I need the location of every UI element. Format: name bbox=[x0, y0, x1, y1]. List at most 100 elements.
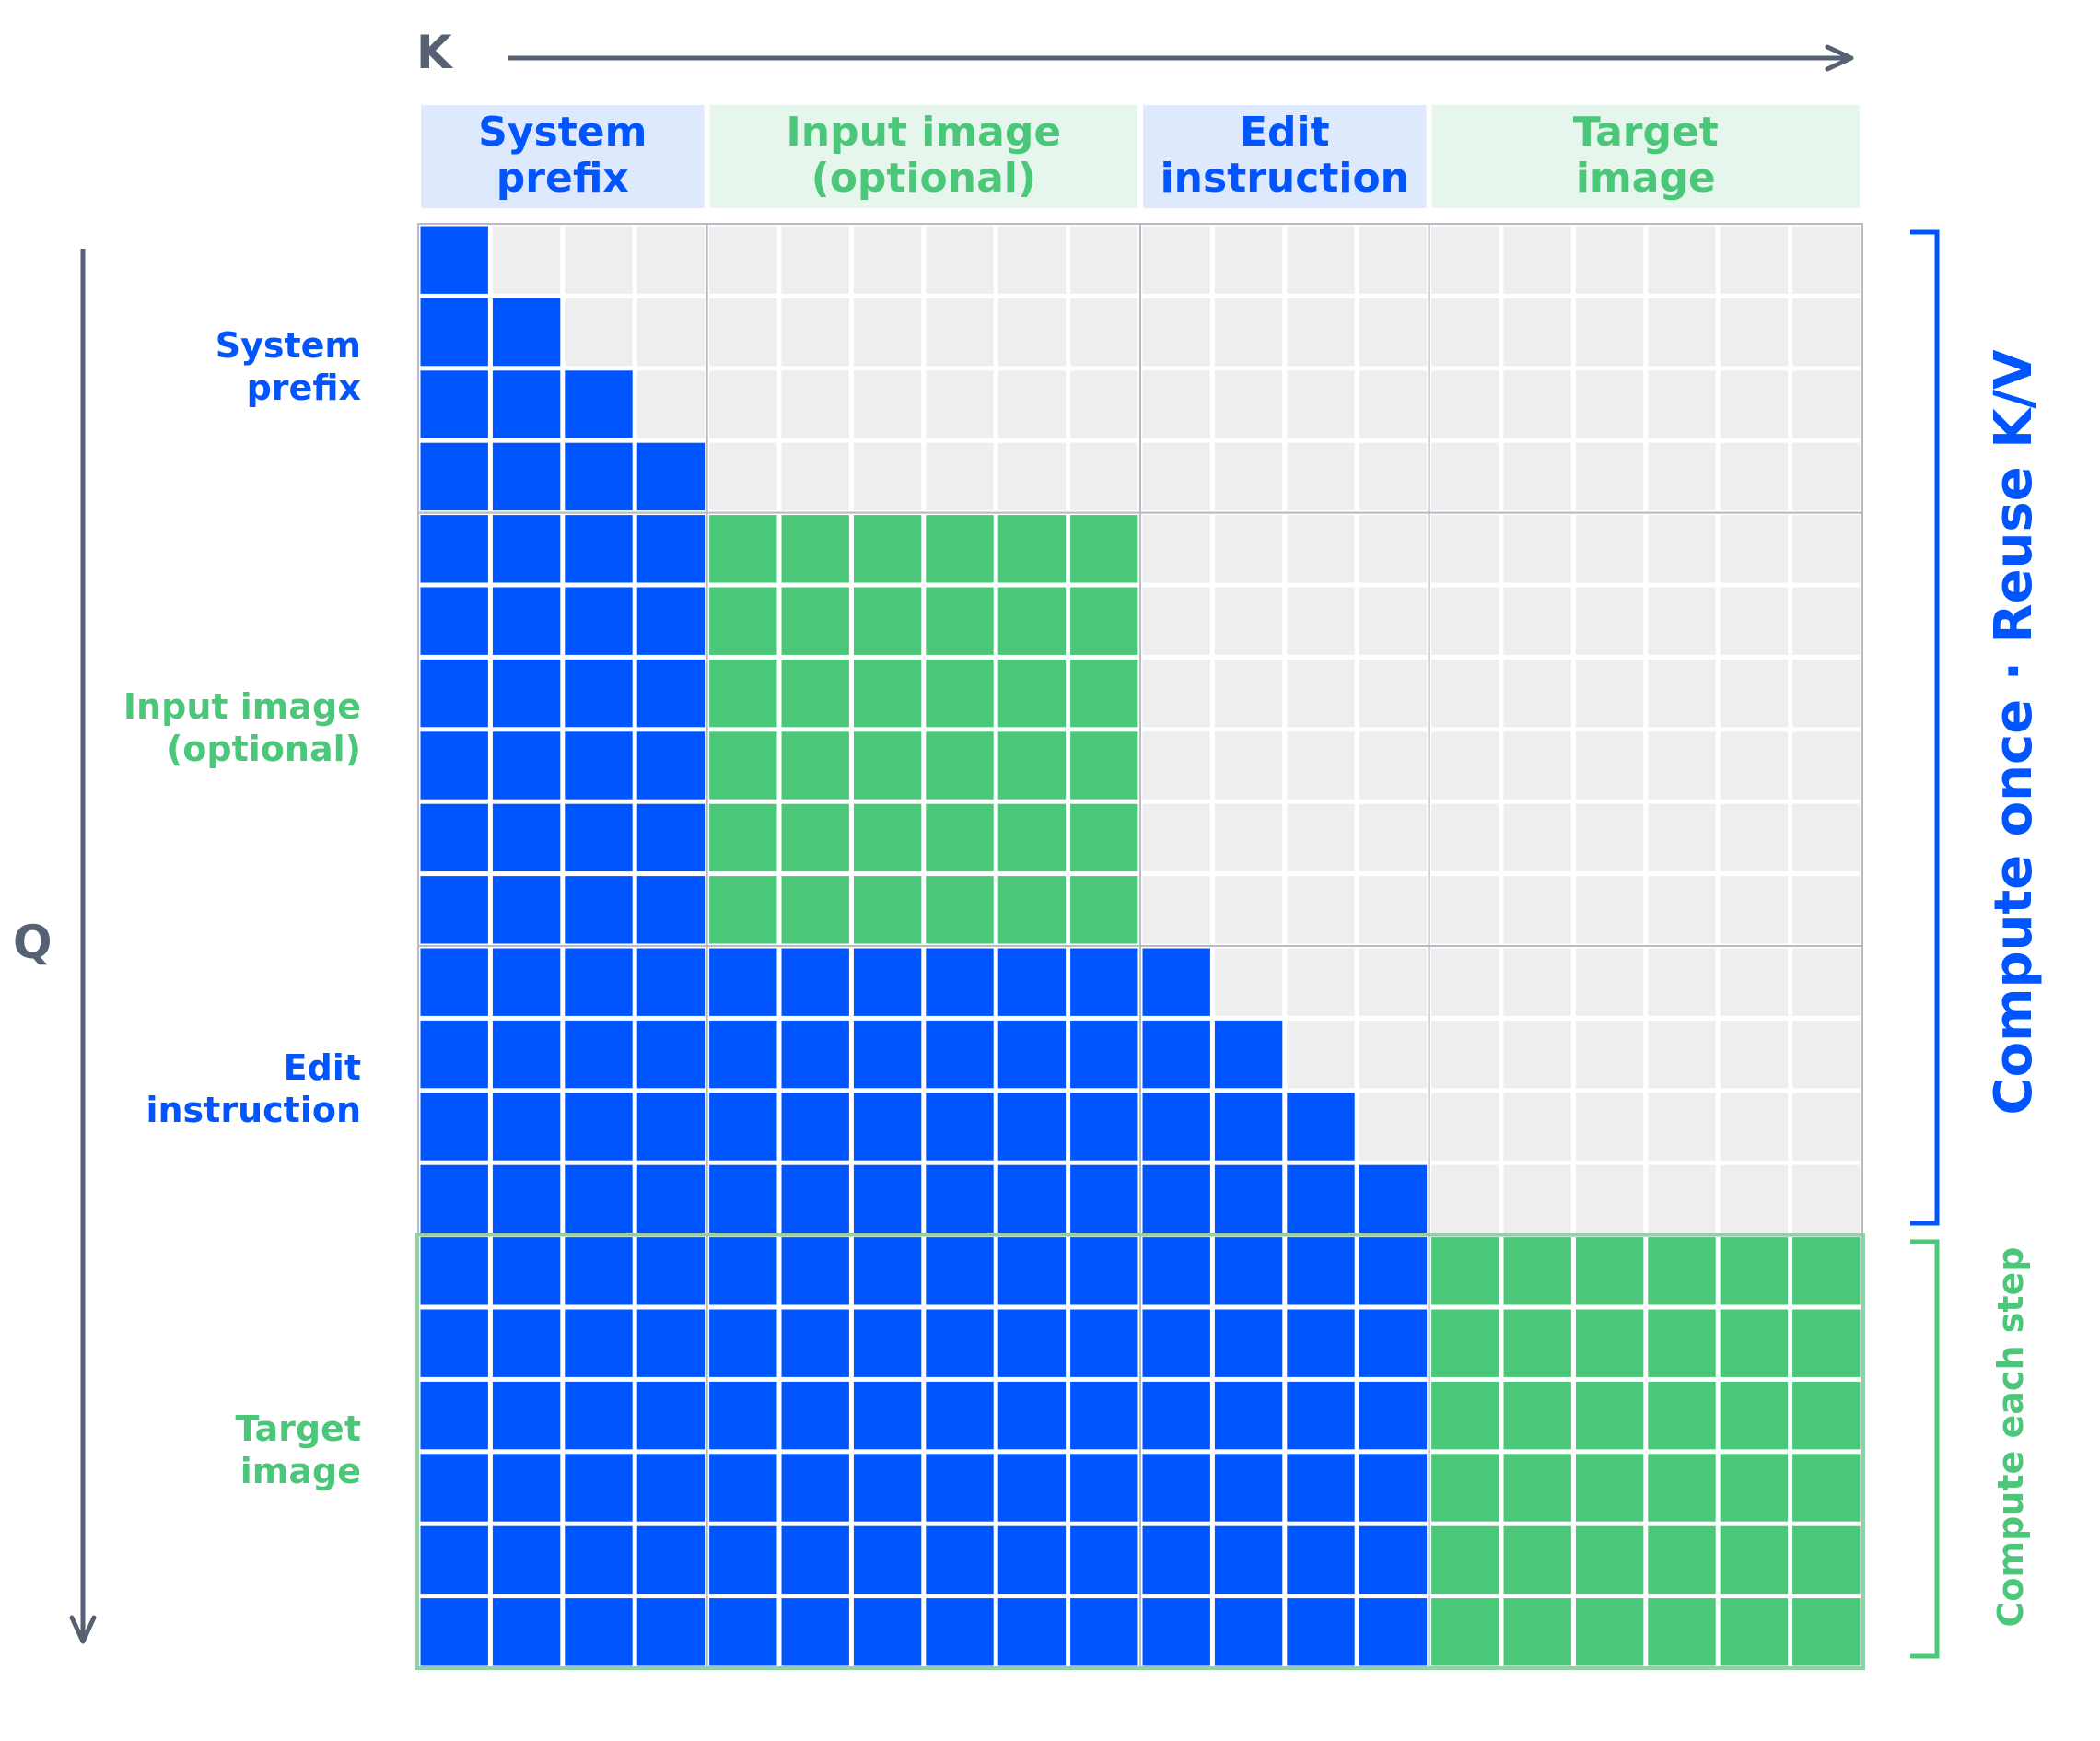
mask-cell bbox=[709, 659, 777, 728]
mask-cell bbox=[1142, 226, 1210, 294]
mask-cell bbox=[926, 370, 994, 438]
mask-cell bbox=[1287, 298, 1355, 367]
column-header-instruction bbox=[1143, 105, 1427, 208]
mask-cell bbox=[1359, 1020, 1428, 1089]
mask-cell bbox=[1575, 1381, 1644, 1450]
mask-cell bbox=[636, 1093, 706, 1161]
mask-cell bbox=[853, 948, 922, 1016]
mask-cell bbox=[1287, 1020, 1355, 1089]
mask-cell bbox=[1792, 298, 1861, 367]
mask-cell bbox=[565, 1454, 633, 1522]
mask-cell bbox=[1792, 1454, 1861, 1522]
mask-cell bbox=[781, 948, 849, 1016]
mask-cell bbox=[1503, 731, 1571, 800]
mask-cell bbox=[1142, 1454, 1210, 1522]
mask-cell bbox=[926, 876, 994, 944]
mask-cell bbox=[1431, 803, 1499, 872]
mask-cell bbox=[781, 298, 849, 367]
mask-cell bbox=[1142, 1237, 1210, 1305]
mask-cell bbox=[1214, 659, 1283, 728]
mask-cell bbox=[1431, 1381, 1499, 1450]
mask-cell bbox=[420, 876, 488, 944]
column-header-label-instruction: Edit instruction bbox=[1161, 109, 1409, 202]
mask-cell bbox=[1359, 587, 1428, 655]
k-axis-label: K bbox=[416, 26, 454, 79]
mask-cell bbox=[1648, 659, 1716, 728]
mask-cell bbox=[1142, 515, 1210, 583]
mask-cell bbox=[1070, 1309, 1138, 1377]
mask-cell bbox=[1431, 1309, 1499, 1377]
mask-cell bbox=[492, 803, 561, 872]
mask-cell bbox=[781, 1164, 849, 1233]
mask-cell bbox=[565, 1020, 633, 1089]
mask-cell bbox=[1575, 731, 1644, 800]
mask-cell bbox=[1142, 731, 1210, 800]
mask-cell bbox=[1503, 226, 1571, 294]
mask-cell bbox=[1792, 1381, 1861, 1450]
mask-cell bbox=[1648, 515, 1716, 583]
mask-cell bbox=[1070, 1164, 1138, 1233]
mask-cell bbox=[1070, 1454, 1138, 1522]
mask-cell bbox=[998, 1164, 1067, 1233]
mask-cell bbox=[1142, 298, 1210, 367]
mask-cell bbox=[420, 1525, 488, 1595]
mask-cell bbox=[709, 1237, 777, 1305]
mask-cell bbox=[565, 803, 633, 872]
mask-cell bbox=[420, 1164, 488, 1233]
mask-cell bbox=[1287, 1309, 1355, 1377]
mask-cell bbox=[565, 1525, 633, 1595]
mask-cell bbox=[998, 1598, 1067, 1666]
mask-cell bbox=[781, 803, 849, 872]
mask-cell bbox=[1792, 515, 1861, 583]
mask-cell bbox=[1142, 587, 1210, 655]
mask-cell bbox=[709, 1164, 777, 1233]
column-header-label-system: System prefix bbox=[478, 109, 647, 202]
mask-cell bbox=[1287, 731, 1355, 800]
mask-cell bbox=[1503, 1381, 1571, 1450]
mask-cell bbox=[420, 1309, 488, 1377]
mask-cell bbox=[1792, 876, 1861, 944]
column-header-label-target: Target image bbox=[1573, 109, 1719, 202]
mask-cell bbox=[853, 1237, 922, 1305]
mask-cell bbox=[926, 298, 994, 367]
mask-cell bbox=[926, 1454, 994, 1522]
mask-cell bbox=[1287, 948, 1355, 1016]
mask-cell bbox=[1792, 659, 1861, 728]
mask-cell bbox=[1720, 1093, 1789, 1161]
mask-cell bbox=[781, 226, 849, 294]
mask-cell bbox=[1214, 1164, 1283, 1233]
mask-cell bbox=[709, 731, 777, 800]
mask-cell bbox=[636, 803, 706, 872]
mask-cell bbox=[565, 1164, 633, 1233]
mask-cell bbox=[1431, 1525, 1499, 1595]
mask-cell bbox=[998, 1020, 1067, 1089]
mask-cell bbox=[1720, 226, 1789, 294]
mask-cell bbox=[492, 515, 561, 583]
mask-cell bbox=[492, 226, 561, 294]
mask-cell bbox=[1287, 1093, 1355, 1161]
mask-cell bbox=[998, 1381, 1067, 1450]
mask-cell bbox=[709, 1525, 777, 1595]
mask-cell bbox=[853, 1598, 922, 1666]
mask-cell bbox=[636, 1525, 706, 1595]
mask-cell bbox=[1070, 370, 1138, 438]
mask-cell bbox=[1431, 515, 1499, 583]
mask-cell bbox=[636, 1309, 706, 1377]
mask-cell bbox=[709, 876, 777, 944]
target-rows-outline bbox=[415, 1233, 1865, 1670]
mask-cell bbox=[1287, 370, 1355, 438]
mask-cell bbox=[998, 298, 1067, 367]
mask-cell bbox=[1792, 1309, 1861, 1377]
mask-cell bbox=[1142, 1525, 1210, 1595]
mask-cell bbox=[1792, 226, 1861, 294]
mask-cell bbox=[492, 1454, 561, 1522]
mask-cell bbox=[420, 1454, 488, 1522]
mask-cell bbox=[998, 876, 1067, 944]
mask-cell bbox=[853, 298, 922, 367]
mask-cell bbox=[1142, 803, 1210, 872]
mask-cell bbox=[781, 1309, 849, 1377]
mask-cell bbox=[1287, 515, 1355, 583]
mask-cell bbox=[1792, 1598, 1861, 1666]
mask-cell bbox=[781, 1598, 849, 1666]
